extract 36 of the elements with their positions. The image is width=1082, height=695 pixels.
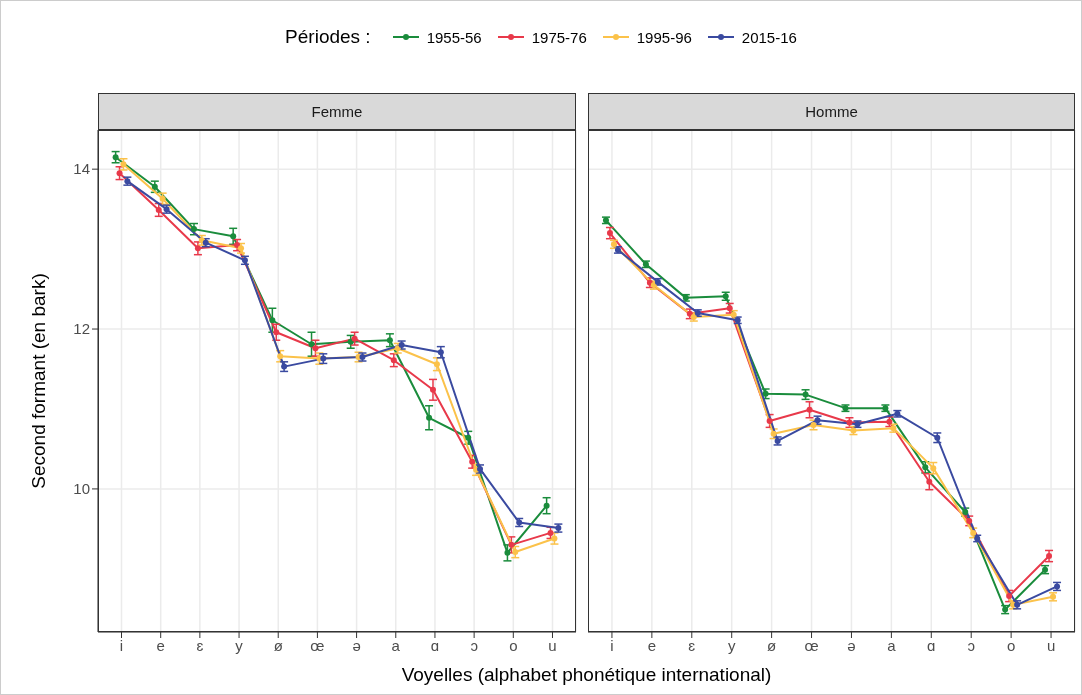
x-tick-label: u xyxy=(1046,636,1056,654)
legend-label: 1955-56 xyxy=(425,28,482,46)
legend-label: 2015-16 xyxy=(740,28,797,46)
y-tick-label: 10 xyxy=(73,480,90,498)
x-tick-label: ɔ xyxy=(470,636,478,654)
x-tick-label: ɔ xyxy=(967,636,975,654)
chart-title: Homme xyxy=(588,93,1075,130)
x-tick-label: ɑ xyxy=(927,636,936,654)
chart-title: Femme xyxy=(98,93,576,130)
y-axis-title: Second formant (en bark) xyxy=(27,273,49,489)
x-tick-label: e xyxy=(647,636,657,654)
x-tick-label: i xyxy=(610,636,614,654)
x-tick-label: ɑ xyxy=(430,636,440,654)
legend-label: 1975-76 xyxy=(530,28,587,46)
x-tick-label: a xyxy=(391,636,401,654)
x-tick-label: e xyxy=(156,636,165,654)
x-tick-label: ə xyxy=(847,636,856,654)
y-tick-label: 12 xyxy=(73,320,90,338)
x-tick-label: y xyxy=(727,636,736,654)
legend-label: 1995-96 xyxy=(635,28,692,46)
x-tick-label: ɛ xyxy=(196,636,204,654)
legend-title: Périodes : xyxy=(285,26,371,48)
x-tick-label: œ xyxy=(310,636,325,654)
x-tick-label: o xyxy=(509,636,518,654)
x-tick-label: o xyxy=(1006,636,1016,654)
x-tick-label: a xyxy=(887,636,897,654)
x-tick-label: u xyxy=(548,636,557,654)
x-tick-label: ɛ xyxy=(688,636,696,654)
x-tick-label: i xyxy=(119,636,124,654)
x-tick-label: ə xyxy=(352,636,361,654)
x-tick-label: ø xyxy=(273,636,283,654)
x-tick-label: œ xyxy=(804,636,819,654)
y-tick-label: 14 xyxy=(73,160,90,178)
x-tick-label: y xyxy=(235,636,244,654)
x-axis-title: Voyelles (alphabet phonétique international) xyxy=(400,664,773,686)
x-tick-label: ø xyxy=(767,636,777,654)
